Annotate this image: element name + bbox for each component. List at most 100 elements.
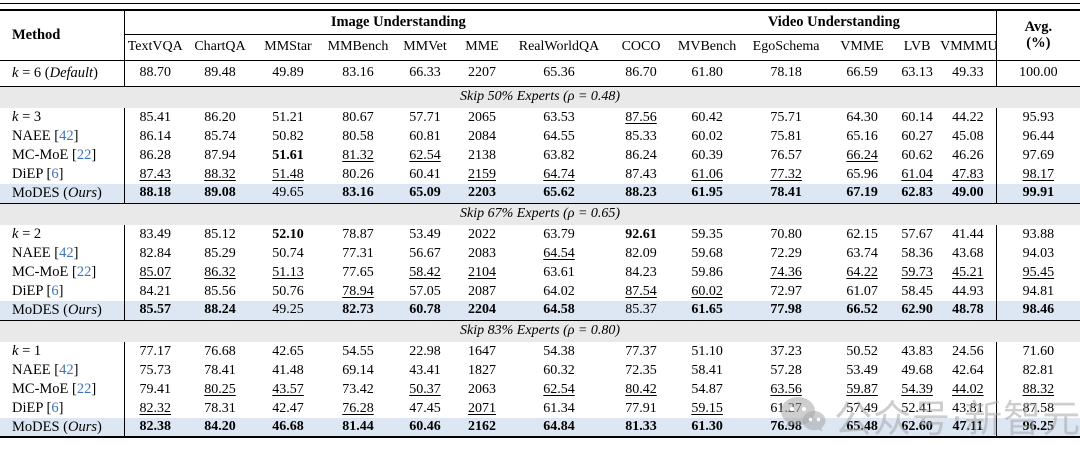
metric-value: 2065 — [468, 109, 496, 125]
column-header-mmvet: MMVet — [394, 34, 456, 61]
method-row: MC-MoE [22] 85.07 86.32 51.13 77.65 58.42 2104… — [0, 263, 1080, 282]
metric-value: 86.14 — [123, 127, 186, 146]
metric-value: 88.70 — [123, 60, 186, 87]
metric-value: 77.31 — [342, 245, 374, 261]
metric-value: 67.19 — [830, 184, 895, 203]
row-label: MoDES (Ours) — [0, 184, 124, 203]
method-row: MoDES (Ours) 82.38 84.20 46.68 81.44 60.46 216… — [0, 418, 1080, 438]
metric-value: 82.84 — [123, 244, 186, 263]
metric-value: 49.68 — [901, 362, 933, 378]
metric-value: 61.04 — [901, 166, 933, 182]
metric-value: 2159 — [468, 166, 496, 182]
metric-value: 60.14 — [901, 109, 933, 125]
metric-value: 80.25 — [204, 381, 236, 397]
metric-value: 46.26 — [952, 147, 984, 163]
metric-value: 72.29 — [770, 245, 802, 261]
metric-value: 89.48 — [186, 60, 254, 87]
metric-value: 82.38 — [123, 418, 186, 438]
metric-value: 53.49 — [409, 226, 441, 242]
metric-value: 64.22 — [846, 264, 878, 280]
metric-value: 79.41 — [123, 380, 186, 399]
metric-value: 84.23 — [625, 264, 657, 280]
metric-value: 51.21 — [272, 109, 304, 125]
metric-value: 49.65 — [254, 184, 322, 203]
citation-link[interactable]: 6 — [51, 400, 59, 416]
metric-value: 83.16 — [322, 60, 394, 87]
metric-value: 59.68 — [691, 245, 723, 261]
math-variable: k — [12, 109, 19, 125]
metric-value: 57.28 — [770, 362, 802, 378]
row-label: MC-MoE [22] — [12, 264, 97, 280]
metric-value: 42.64 — [952, 362, 984, 378]
metric-value: 78.41 — [204, 362, 236, 378]
metric-value: 80.42 — [625, 381, 657, 397]
metric-value: 87.94 — [204, 147, 236, 163]
metric-value: 60.46 — [394, 418, 456, 438]
metric-value: 73.42 — [342, 381, 374, 397]
metric-value: 57.71 — [409, 109, 441, 125]
metric-value: 52.41 — [901, 400, 933, 416]
citation-link[interactable]: 22 — [76, 147, 92, 163]
method-row: DiEP [6] 84.21 85.56 50.76 78.94 57.05 2087 64.… — [0, 282, 1080, 301]
metric-value: 64.54 — [543, 245, 575, 261]
section-band-row: Skip 83% Experts (ρ = 0.80) — [0, 319, 1080, 342]
metric-value: 2104 — [468, 264, 496, 280]
metric-value: 70.80 — [770, 226, 802, 242]
metric-value: 60.81 — [409, 128, 441, 144]
metric-value: 60.39 — [691, 147, 723, 163]
metric-value: 37.23 — [770, 343, 802, 359]
metric-value: 64.74 — [543, 166, 575, 182]
citation-link[interactable]: 22 — [76, 381, 92, 397]
metric-value: 72.35 — [625, 362, 657, 378]
metric-value: 69.14 — [342, 362, 374, 378]
metric-value: 77.91 — [625, 400, 657, 416]
column-header-coco: COCO — [610, 34, 673, 61]
column-header-textvqa: TextVQA — [123, 34, 186, 61]
metric-value: 82.32 — [123, 399, 186, 418]
citation-link[interactable]: 42 — [59, 245, 74, 261]
math-variable: k — [12, 226, 19, 242]
metric-value: 58.41 — [691, 362, 723, 378]
metric-value: 2063 — [468, 381, 496, 397]
method-row: MC-MoE [22] 79.41 80.25 43.57 73.42 50.37 2063… — [0, 380, 1080, 399]
metric-value: 62.54 — [409, 147, 441, 163]
metric-value: 42.65 — [272, 343, 304, 359]
metric-value: 47.83 — [952, 166, 984, 182]
metric-value: 94.03 — [995, 244, 1080, 263]
citation-link[interactable]: 6 — [51, 283, 59, 299]
metric-value: 59.15 — [691, 400, 723, 416]
metric-value: 60.27 — [901, 128, 933, 144]
row-label: DiEP [6] — [12, 400, 64, 416]
video-understanding-group-header: Video Understanding — [672, 9, 997, 35]
metric-value: 64.55 — [543, 128, 575, 144]
metric-value: 59.86 — [691, 264, 723, 280]
citation-link[interactable]: 42 — [59, 362, 74, 378]
column-header-mvbench: MVBench — [672, 34, 743, 61]
citation-link[interactable]: 22 — [76, 264, 92, 280]
avg-header-line2: (%) — [1026, 35, 1051, 52]
metric-value: 2084 — [468, 128, 496, 144]
citation-link[interactable]: 42 — [59, 128, 74, 144]
metric-value: 22.98 — [409, 343, 441, 359]
metric-value: 41.48 — [272, 362, 304, 378]
metric-value: 58.42 — [409, 264, 441, 280]
metric-value: 62.90 — [894, 301, 941, 320]
method-row: MoDES (Ours) 88.18 89.08 49.65 83.16 65.09 220… — [0, 184, 1080, 203]
metric-value: 43.41 — [409, 362, 441, 378]
metric-value: 76.28 — [342, 400, 374, 416]
column-header-mmstar: MMStar — [254, 34, 322, 61]
metric-value: 64.30 — [846, 109, 878, 125]
metric-value: 41.44 — [952, 226, 984, 242]
metric-value: 65.16 — [846, 128, 878, 144]
metric-value: 61.95 — [672, 184, 743, 203]
row-label: k = 6 (Default) — [0, 60, 124, 87]
metric-value: 43.81 — [952, 400, 984, 416]
header-columns-row: TextVQA ChartQA MMStar MMBench MMVet MME RealW… — [0, 34, 1080, 61]
metric-value: 96.44 — [995, 127, 1080, 146]
results-table: Method Image Understanding Video Understan… — [0, 9, 1080, 438]
metric-value: 88.32 — [995, 380, 1080, 399]
metric-value: 52.10 — [272, 226, 304, 242]
metric-value: 78.87 — [342, 226, 374, 242]
citation-link[interactable]: 6 — [51, 166, 59, 182]
